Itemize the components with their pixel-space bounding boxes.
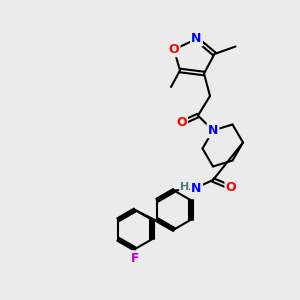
Text: N: N (191, 32, 202, 46)
Text: O: O (169, 43, 179, 56)
Text: O: O (226, 181, 236, 194)
Text: F: F (131, 251, 139, 265)
Text: O: O (176, 116, 187, 130)
Text: N: N (191, 182, 202, 196)
Text: N: N (208, 124, 218, 137)
Text: H: H (180, 182, 189, 192)
